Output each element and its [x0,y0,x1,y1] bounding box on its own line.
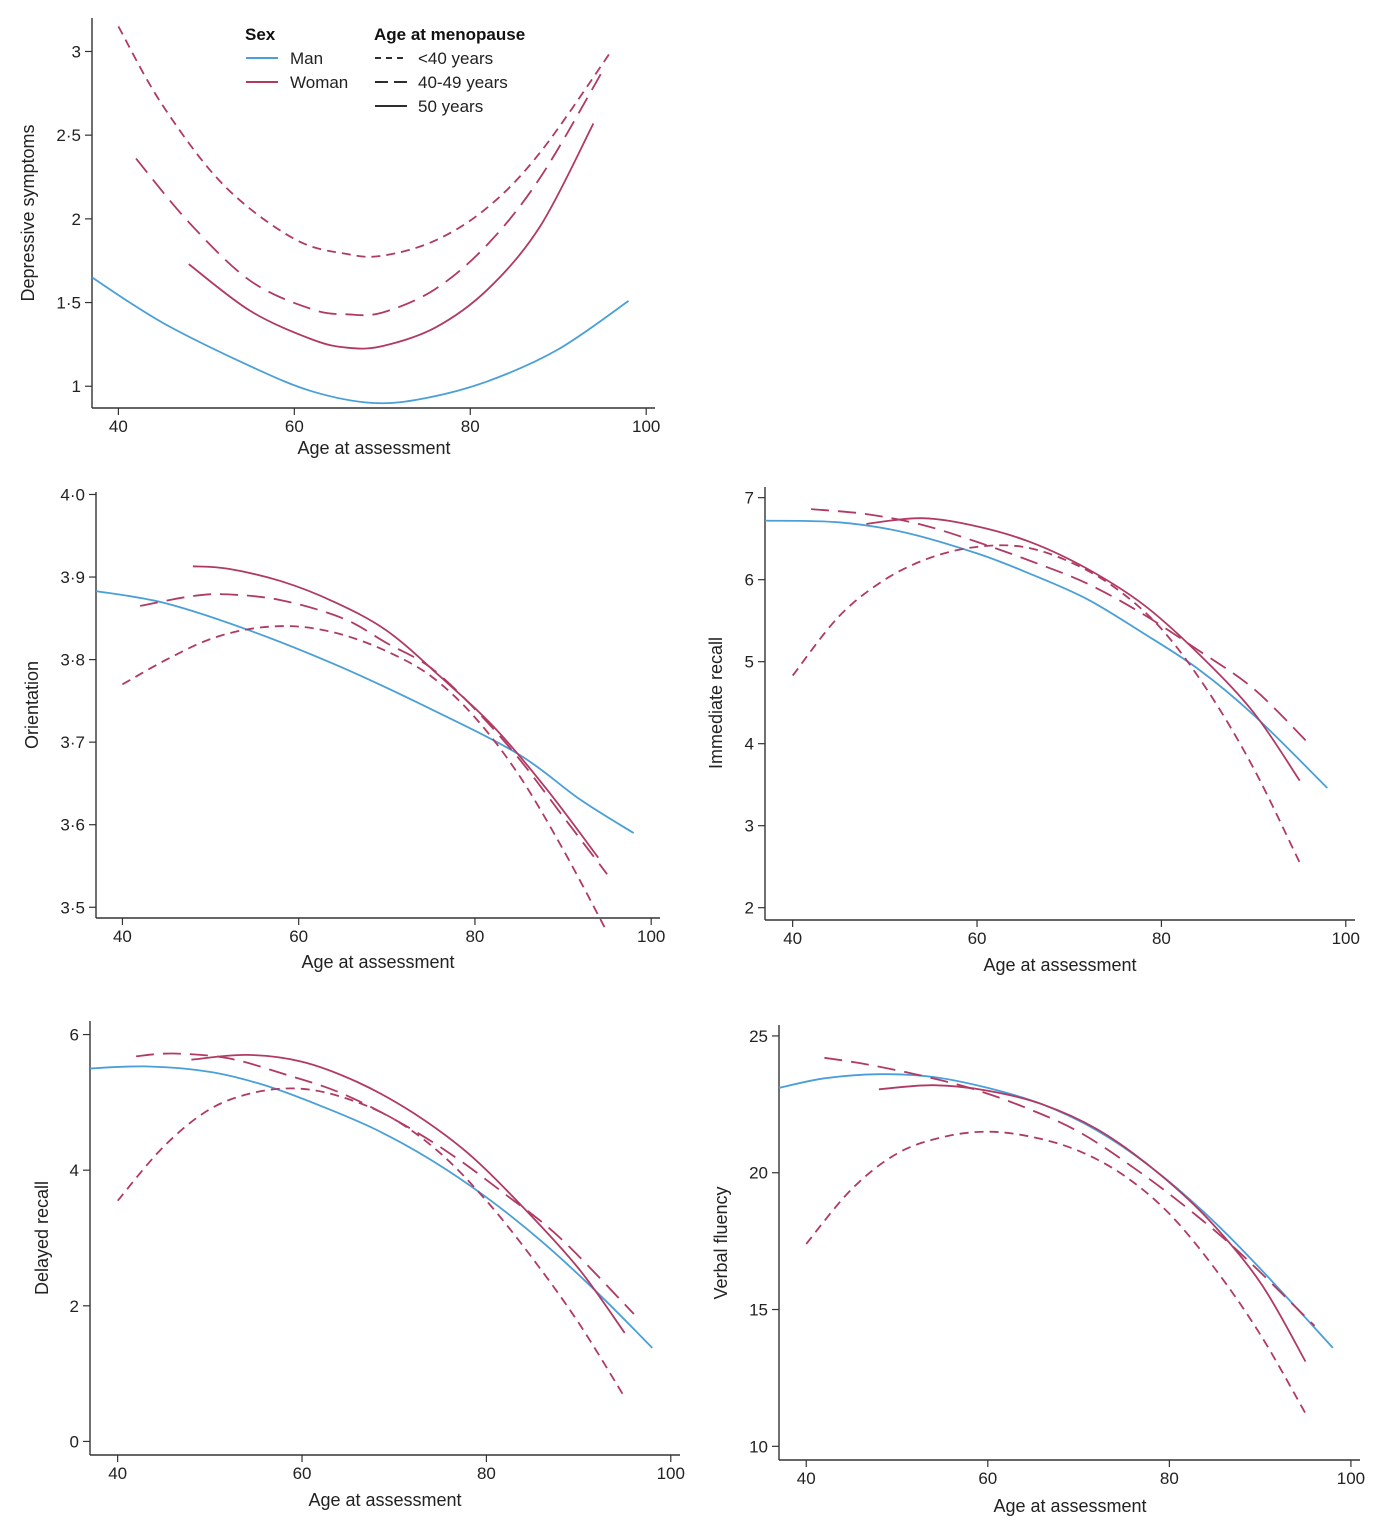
y-tick-label: 2 [70,1297,79,1316]
series-line-woman-short [805,1130,1307,1414]
x-tick-label: 100 [632,417,660,436]
y-tick-label: 0 [70,1432,79,1451]
legend-sex-title: Sex [245,25,276,44]
x-tick-label: 40 [113,927,132,946]
y-tick-label: 3·7 [60,733,85,752]
series-line-man-solid [95,590,635,834]
panel-immediate: 40 60 80 100 2 3 4 5 6 7 Age at assessment Immediat… [706,487,1360,975]
y-tick-label: 2 [72,210,81,229]
series-line-woman-solid [191,1053,626,1334]
series-line-woman-long [824,1056,1316,1327]
y-tick-label: 3·9 [60,568,85,587]
x-tick-label: 60 [293,1464,312,1483]
y-tick-label: 20 [749,1164,768,1183]
series-line-woman-solid [192,565,600,859]
legend-label-short: <40 years [418,49,493,68]
y-tick-label: 4 [70,1161,79,1180]
series-line-woman-solid [878,1084,1307,1362]
series-line-woman-short [121,625,608,933]
y-tick-label: 10 [749,1437,768,1456]
x-tick-label: 80 [1152,929,1171,948]
legend-label-solid: 50 years [418,97,483,116]
series-line-woman-short [791,544,1301,863]
y-axis-label: Delayed recall [32,1181,52,1295]
y-tick-label: 3·8 [60,651,85,670]
x-tick-label: 80 [477,1464,496,1483]
x-tick-label: 60 [978,1469,997,1488]
y-tick-label: 1·5 [56,294,81,313]
series-line-woman-short [117,25,612,258]
y-tick-label: 6 [70,1026,79,1045]
y-tick-label: 2 [745,899,754,918]
series-line-man-solid [91,276,630,405]
y-tick-label: 3·6 [60,816,85,835]
x-tick-label: 80 [1160,1469,1179,1488]
y-axis-label: Depressive symptoms [18,124,38,301]
x-axis-label: Age at assessment [297,438,450,458]
x-axis-label: Age at assessment [301,952,454,972]
series-line-woman-short [117,1087,626,1398]
series-line-woman-long [135,71,603,317]
x-tick-label: 80 [465,927,484,946]
x-tick-label: 100 [657,1464,685,1483]
y-tick-label: 3 [72,42,81,61]
x-axis-label: Age at assessment [983,955,1136,975]
x-tick-label: 80 [461,417,480,436]
x-tick-label: 60 [968,929,987,948]
x-tick-label: 40 [783,929,802,948]
x-tick-label: 40 [797,1469,816,1488]
y-axis-label: Immediate recall [706,637,726,769]
series-line-man-solid [764,519,1328,789]
y-axis-label: Verbal fluency [711,1186,731,1299]
x-tick-label: 100 [1337,1469,1365,1488]
y-tick-label: 1 [72,377,81,396]
series-line-woman-solid [866,517,1301,782]
series-line-man-solid [89,1065,653,1349]
panel-verbal: 40 60 80 100 10 15 20 25 Age at assessment Verbal… [711,1025,1365,1516]
legend-label-long: 40-49 years [418,73,508,92]
series-line-woman-long [139,593,608,875]
x-axis-label: Age at assessment [993,1496,1146,1516]
y-tick-label: 2·5 [56,126,81,145]
series-line-woman-long [136,1052,635,1315]
y-tick-label: 5 [745,653,754,672]
legend-menopause-title: Age at menopause [374,25,525,44]
x-axis-label: Age at assessment [308,1490,461,1510]
series-line-woman-long [811,508,1310,745]
x-tick-label: 100 [1332,929,1360,948]
x-tick-label: 40 [109,417,128,436]
y-tick-label: 15 [749,1301,768,1320]
series-line-woman-solid [188,123,595,350]
x-tick-label: 60 [289,927,308,946]
panel-delayed: 40 60 80 100 0 2 4 6 Age at assessment Delayed re… [32,1021,685,1510]
x-tick-label: 60 [285,417,304,436]
y-tick-label: 4 [745,735,754,754]
y-tick-label: 3·5 [60,898,85,917]
series-line-man-solid [778,1073,1334,1349]
y-tick-label: 4·0 [60,485,85,504]
legend-label-woman: Woman [290,73,348,92]
legend-label-man: Man [290,49,323,68]
legend: Sex Man Woman Age at menopause <40 years 40-4… [245,25,525,116]
x-tick-label: 40 [108,1464,127,1483]
panel-depressive: 40 60 80 100 1 1·5 2 2·5 3 Age at assessment Depre… [18,18,660,458]
panel-orientation: 40 60 80 100 3·5 3·6 3·7 3·8 3·9 4·0 Age at assess… [22,485,665,972]
y-tick-label: 6 [745,571,754,590]
y-axis-label: Orientation [22,661,42,749]
x-tick-label: 100 [637,927,665,946]
y-tick-label: 3 [745,817,754,836]
y-tick-label: 7 [745,489,754,508]
y-tick-label: 25 [749,1027,768,1046]
